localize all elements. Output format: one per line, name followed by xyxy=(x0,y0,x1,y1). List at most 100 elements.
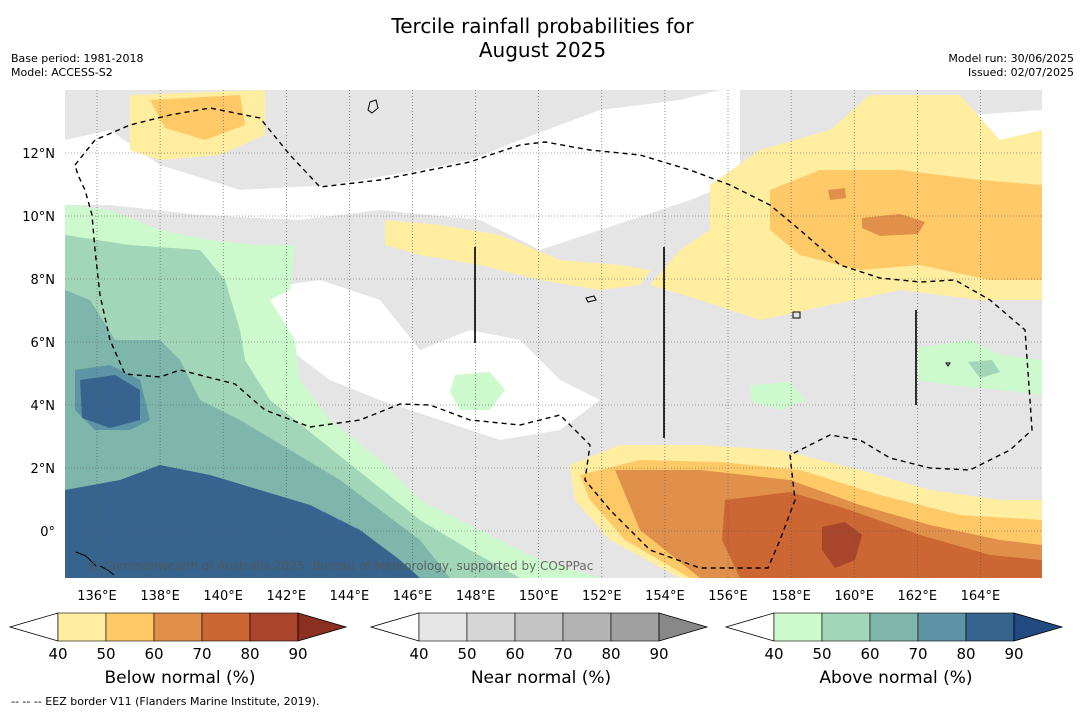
colorbar-tick-label: 70 xyxy=(553,645,572,663)
longitude-label: 146°E xyxy=(393,589,433,604)
below-normal-central xyxy=(385,220,650,290)
longitude-label: 162°E xyxy=(898,589,938,604)
meta-left: Base period: 1981-2018 Model: ACCESS-S2 xyxy=(11,52,143,80)
longitude-label: 150°E xyxy=(519,589,559,604)
colorbar-lower-extension xyxy=(724,612,775,642)
longitude-label: 158°E xyxy=(771,589,811,604)
longitude-label: 138°E xyxy=(140,589,180,604)
colorbar-lower-extension xyxy=(369,612,420,642)
latitude-label: 6°N xyxy=(31,336,56,351)
colorbar-2: 40 50 60 70 80 90 xyxy=(724,612,1064,663)
above-normal-patch-far-east-50 xyxy=(968,360,1000,378)
colorbar-tick-label: 60 xyxy=(144,645,163,663)
eez-border xyxy=(74,107,1033,569)
colorbar-segment xyxy=(466,612,516,642)
latitude-labels: 12°N 10°N 8°N 6°N 4°N 2°N 0° xyxy=(22,147,55,540)
longitude-label: 140°E xyxy=(203,589,243,604)
longitude-label: 152°E xyxy=(582,589,622,604)
colorbar-segment xyxy=(418,612,468,642)
above-normal-west-70b xyxy=(65,465,420,578)
colorbar-tick-label: 90 xyxy=(649,645,668,663)
coastlines xyxy=(75,99,951,576)
colorbar-segment xyxy=(514,612,564,642)
colorbar-segment xyxy=(773,612,823,642)
colorbar-segment xyxy=(105,612,155,642)
colorbar-tick-label: 70 xyxy=(192,645,211,663)
colorbar-tick-label: 60 xyxy=(505,645,524,663)
colorbar-tick-label: 60 xyxy=(860,645,879,663)
colorbar-tick-label: 50 xyxy=(812,645,831,663)
above-normal-patch-east xyxy=(750,382,805,410)
colorbar-1: 40 50 60 70 80 90 xyxy=(369,612,709,663)
copyright-credit: © Commonwealth of Australia 2025, Bureau… xyxy=(88,559,594,573)
colorbar-tick-label: 90 xyxy=(288,645,307,663)
colorbar-segment xyxy=(869,612,919,642)
colorbar-tick-label: 70 xyxy=(908,645,927,663)
colorbar-segment xyxy=(57,612,107,642)
colorbar-title-near: Near normal (%) xyxy=(470,668,612,688)
colorbar-segment xyxy=(153,612,203,642)
colorbar-tick-label: 40 xyxy=(409,645,428,663)
colorbar-upper-extension xyxy=(658,612,709,642)
colorbar-segment xyxy=(201,612,251,642)
colorbar-title-below: Below normal (%) xyxy=(104,668,256,688)
colorbar-upper-extension xyxy=(1013,612,1064,642)
colorbar-segment xyxy=(562,612,612,642)
colorbar-title-above: Above normal (%) xyxy=(819,668,973,688)
base-period: Base period: 1981-2018 xyxy=(11,52,144,65)
colorbar-tick-label: 50 xyxy=(457,645,476,663)
below-normal-northeast-60b xyxy=(828,188,846,200)
colorbar-lower-extension xyxy=(8,612,59,642)
eez-footer-note: -- -- -- EEZ border V11 (Flanders Marine… xyxy=(11,695,320,708)
colorbar-tick-label: 90 xyxy=(1004,645,1023,663)
no-dominant-region-north xyxy=(65,90,740,250)
below-normal-northeast-60 xyxy=(862,214,925,236)
colorbar-tick-label: 80 xyxy=(601,645,620,663)
meta-right: Model run: 30/06/2025 Issued: 02/07/2025 xyxy=(948,52,1074,80)
gridlines xyxy=(65,90,1042,578)
map-title-line2: August 2025 xyxy=(478,38,607,62)
above-normal-patch-central xyxy=(450,372,505,410)
map-title: Tercile rainfall probabilities for Augus… xyxy=(0,14,1085,62)
latitude-label: 0° xyxy=(40,525,55,540)
below-normal-north-core xyxy=(150,95,245,140)
no-dominant-region-central xyxy=(250,280,600,440)
longitude-label: 154°E xyxy=(645,589,685,604)
latitude-label: 12°N xyxy=(22,147,55,162)
latitude-label: 2°N xyxy=(31,462,56,477)
colorbars: 40 50 60 70 80 90 40 50 60 70 80 90 40 50 60 70 80 90 xyxy=(8,612,1064,663)
colorbar-segment xyxy=(821,612,871,642)
below-normal-southeast-80 xyxy=(822,522,862,568)
colorbar-tick-label: 50 xyxy=(96,645,115,663)
longitude-labels: 136°E 138°E 140°E 142°E 144°E 146°E 148°E 150°E… xyxy=(77,589,1000,604)
map-title-line1: Tercile rainfall probabilities for xyxy=(391,14,694,38)
colorbar-tick-label: 80 xyxy=(956,645,975,663)
below-normal-southeast-70 xyxy=(722,492,1042,578)
longitude-label: 144°E xyxy=(330,589,370,604)
colorbar-segment xyxy=(917,612,967,642)
longitude-label: 136°E xyxy=(77,589,117,604)
latitude-label: 8°N xyxy=(31,273,56,288)
probability-field xyxy=(65,90,1042,578)
colorbar-segment xyxy=(965,612,1015,642)
colorbar-segment xyxy=(610,612,660,642)
longitude-label: 156°E xyxy=(708,589,748,604)
longitude-label: 142°E xyxy=(267,589,307,604)
latitude-label: 10°N xyxy=(22,210,55,225)
colorbar-segment xyxy=(249,612,299,642)
colorbar-tick-label: 40 xyxy=(764,645,783,663)
above-normal-west-80 xyxy=(80,375,140,428)
colorbar-upper-extension xyxy=(297,612,348,642)
model-name: Model: ACCESS-S2 xyxy=(11,66,113,79)
meridian-markers xyxy=(474,247,917,438)
colorbar-tick-label: 80 xyxy=(240,645,259,663)
colorbar-0: 40 50 60 70 80 90 xyxy=(8,612,348,663)
longitude-label: 164°E xyxy=(961,589,1001,604)
issued-date: Issued: 02/07/2025 xyxy=(967,66,1074,79)
model-run: Model run: 30/06/2025 xyxy=(948,52,1074,65)
latitude-label: 4°N xyxy=(31,399,56,414)
colorbar-tick-label: 40 xyxy=(48,645,67,663)
longitude-label: 148°E xyxy=(456,589,496,604)
longitude-label: 160°E xyxy=(834,589,874,604)
